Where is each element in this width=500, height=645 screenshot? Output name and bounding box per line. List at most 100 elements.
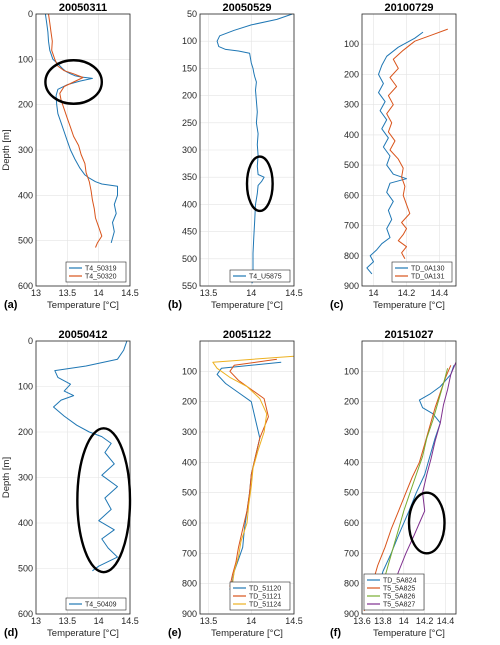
y-tick-label: 500 <box>344 160 359 170</box>
y-tick-label: 200 <box>344 69 359 79</box>
x-tick-label: 14.5 <box>121 616 139 626</box>
x-tick-label: 13.5 <box>200 616 218 626</box>
y-tick-label: 800 <box>182 579 197 589</box>
x-tick-label: 13.5 <box>200 288 218 298</box>
x-tick-label: 13 <box>31 616 41 626</box>
legend-label: T5_5A825 <box>383 586 415 593</box>
legend-label: TD_0A130 <box>411 266 445 273</box>
x-tick-label: 13.8 <box>374 616 392 626</box>
legend-label: TD_0A131 <box>411 274 445 281</box>
y-axis-label: Depth [m] <box>1 129 12 170</box>
y-tick-label: 100 <box>18 382 33 392</box>
y-tick-label: 200 <box>344 397 359 407</box>
x-axis-label: Temperature [°C] <box>211 628 283 639</box>
y-tick-label: 300 <box>344 100 359 110</box>
y-tick-label: 0 <box>28 9 33 19</box>
y-tick-label: 900 <box>344 609 359 619</box>
y-tick-label: 0 <box>28 336 33 346</box>
axes-frame <box>361 340 457 615</box>
series-line-T4_U5875 <box>216 14 293 284</box>
panel-label: (a) <box>4 299 18 311</box>
x-axis-label: Temperature [°C] <box>211 300 283 311</box>
legend-label: T5_5A827 <box>383 602 415 609</box>
panel-2: 13.5 14 14.5 50 100 150 200 250 300 350 400 450 500 5… <box>168 2 303 311</box>
panel-5: 13.5 14 14.5 100 200 300 400 500 600 700 800 900 200… <box>168 329 303 639</box>
y-axis-label: Depth [m] <box>1 457 12 498</box>
axes-frame <box>199 13 295 287</box>
chart-title: 20151027 <box>385 329 434 341</box>
highlight-ellipse <box>44 59 103 105</box>
series-line-TD_0A131 <box>386 28 448 260</box>
series-line-TD_0A130 <box>366 31 424 275</box>
legend-label: TD_5A824 <box>383 578 417 585</box>
plot-area <box>362 341 456 614</box>
legend-label: T4_50319 <box>85 266 117 273</box>
panel-label: (b) <box>168 299 182 311</box>
y-tick-label: 200 <box>182 91 197 101</box>
y-tick-label: 500 <box>18 564 33 574</box>
y-tick-label: 400 <box>182 199 197 209</box>
y-tick-label: 400 <box>182 457 197 467</box>
x-tick-label: 14.5 <box>285 616 303 626</box>
y-tick-label: 400 <box>18 190 33 200</box>
chart-title: 20050529 <box>223 2 272 14</box>
y-tick-label: 600 <box>344 518 359 528</box>
legend-label: T4_50409 <box>85 602 117 609</box>
y-tick-label: 700 <box>344 548 359 558</box>
y-tick-label: 300 <box>344 427 359 437</box>
y-tick-label: 50 <box>187 9 197 19</box>
y-tick-label: 700 <box>344 221 359 231</box>
x-tick-label: 14.5 <box>121 288 139 298</box>
y-tick-label: 100 <box>344 39 359 49</box>
legend-label: T4_U5875 <box>249 274 282 281</box>
x-tick-label: 14 <box>94 288 104 298</box>
series-line-T5_5A826 <box>378 368 449 599</box>
plot-area <box>200 341 294 614</box>
chart-title: 20050311 <box>59 2 107 14</box>
y-tick-label: 100 <box>182 366 197 376</box>
x-tick-label: 14 <box>246 288 256 298</box>
panel-1: 13 13.5 14 14.5 0 100 200 300 400 500 600 20050311 T… <box>1 2 139 311</box>
y-tick-label: 400 <box>344 457 359 467</box>
legend-label: TD_51120 <box>249 586 281 593</box>
x-tick-label: 13.5 <box>59 288 77 298</box>
y-tick-label: 300 <box>18 473 33 483</box>
highlight-ellipse <box>245 155 274 213</box>
chart-title: 20050412 <box>59 329 108 341</box>
y-tick-label: 500 <box>182 488 197 498</box>
x-axis-label: Temperature [°C] <box>373 300 445 311</box>
legend-label: T4_50320 <box>85 274 117 281</box>
x-tick-label: 14.5 <box>285 288 303 298</box>
y-tick-label: 600 <box>182 518 197 528</box>
y-tick-label: 200 <box>18 100 33 110</box>
x-tick-label: 14 <box>246 616 256 626</box>
y-tick-label: 800 <box>344 579 359 589</box>
y-tick-label: 900 <box>344 281 359 291</box>
legend-label: TD_51121 <box>249 594 281 601</box>
y-tick-label: 200 <box>18 427 33 437</box>
series-line-TD_51124 <box>212 355 294 584</box>
axes-frame <box>361 13 457 287</box>
y-tick-label: 800 <box>344 251 359 261</box>
y-tick-label: 100 <box>182 36 197 46</box>
series-line-TD_51121 <box>229 358 277 587</box>
panel-label: (e) <box>168 627 182 639</box>
plot-area <box>362 14 456 286</box>
panel-3: 14 14.2 14.4 100 200 300 400 500 600 700 800 900 201… <box>330 2 457 311</box>
axes-frame <box>35 340 131 615</box>
y-tick-label: 600 <box>18 281 33 291</box>
x-tick-label: 13 <box>31 288 41 298</box>
x-tick-label: 13.6 <box>353 616 371 626</box>
y-tick-label: 500 <box>18 236 33 246</box>
x-tick-label: 14.2 <box>416 616 434 626</box>
series-line-TD_5A824 <box>371 365 455 609</box>
panel-6: 13.6 13.8 14 14.2 14.4 100 200 300 400 500 600 700 8… <box>330 329 457 639</box>
x-axis-label: Temperature [°C] <box>373 628 445 639</box>
legend: T4_U5875 <box>229 269 291 283</box>
panel-4: 13 13.5 14 14.5 0 100 200 300 400 500 600 20050412 T… <box>1 329 139 639</box>
y-tick-label: 300 <box>182 427 197 437</box>
axes-frame <box>35 13 131 287</box>
y-tick-label: 600 <box>344 190 359 200</box>
